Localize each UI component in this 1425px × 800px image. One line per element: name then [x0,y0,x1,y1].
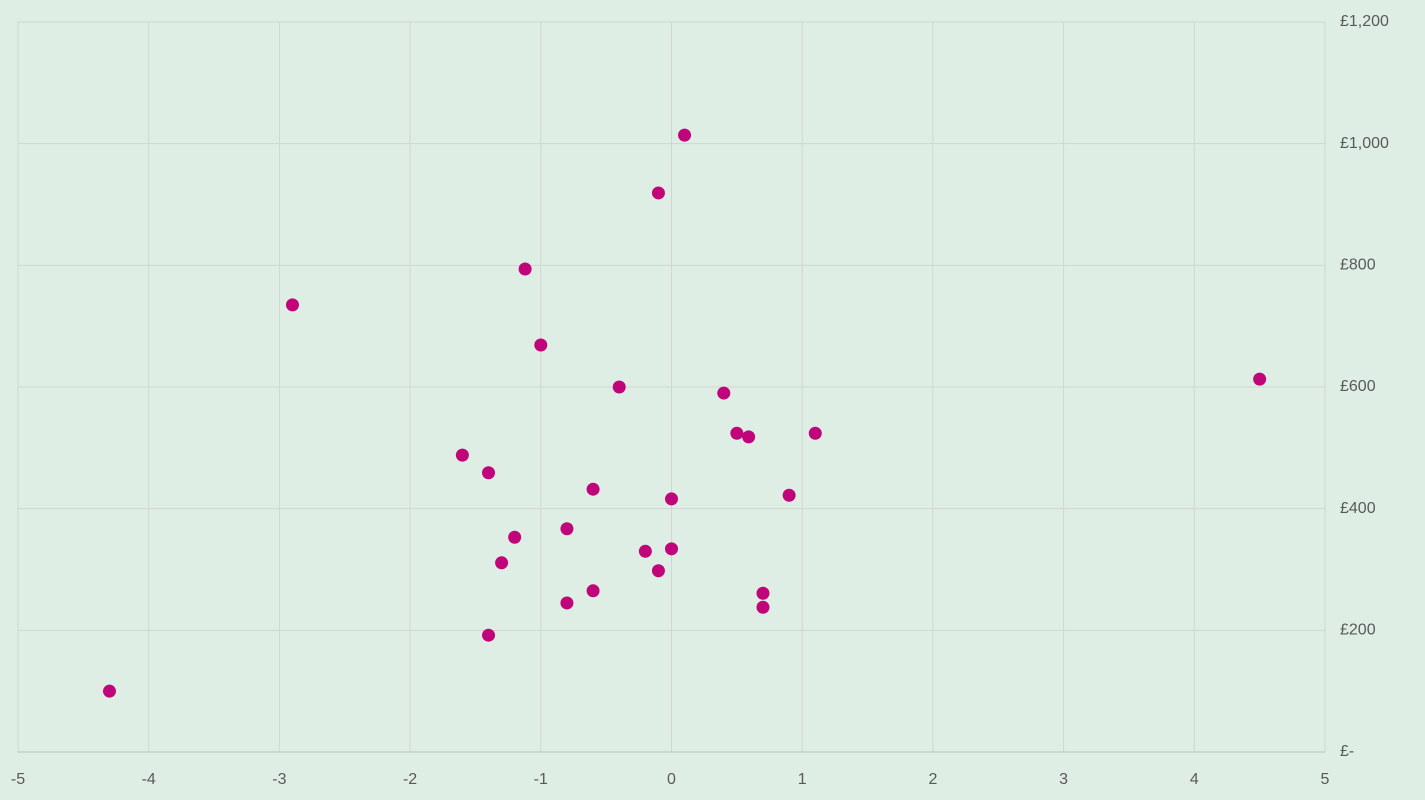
point [756,600,770,614]
y-tick-label: £1,000 [1340,135,1389,152]
point [560,596,574,610]
point [518,262,532,276]
point [756,586,770,600]
point [678,128,692,142]
point [586,482,600,496]
point [534,338,548,352]
x-tick-label: -1 [534,771,548,788]
point [665,542,678,556]
y-tick-label: £1,200 [1340,13,1389,30]
point [651,564,665,578]
y-tick-label: £600 [1340,378,1376,395]
x-tick-label: 4 [1190,771,1199,788]
point [560,522,574,536]
x-tick-label: 1 [798,771,807,788]
point [742,430,756,444]
y-tick-label: £200 [1340,622,1376,639]
point [730,426,744,440]
point [717,386,731,400]
point [482,466,496,480]
point [808,426,822,440]
x-tick-label: 5 [1321,771,1330,788]
y-tick-label: £- [1340,743,1354,760]
point [102,684,116,698]
point [638,544,652,558]
x-tick-label: -4 [142,771,156,788]
x-tick-label: 0 [667,771,676,788]
point [495,556,509,570]
point [455,448,469,462]
point [612,380,626,394]
x-tick-label: -3 [272,771,286,788]
point [508,530,522,544]
x-tick-label: -2 [403,771,417,788]
point [482,628,496,642]
point [651,186,665,200]
point [665,492,678,506]
y-tick-label: £400 [1340,500,1376,517]
y-tick-label: £800 [1340,257,1376,274]
x-tick-label: 2 [928,771,937,788]
point [1253,372,1267,386]
point [586,584,600,598]
x-tick-label: -5 [11,771,25,788]
point [782,488,796,502]
point [285,298,299,312]
x-tick-label: 3 [1059,771,1068,788]
